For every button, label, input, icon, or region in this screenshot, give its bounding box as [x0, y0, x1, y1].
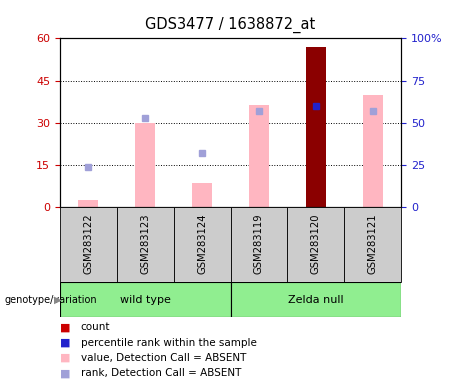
Bar — [306, 47, 326, 207]
Text: wild type: wild type — [120, 295, 171, 305]
Text: genotype/variation: genotype/variation — [5, 295, 97, 305]
Text: percentile rank within the sample: percentile rank within the sample — [81, 338, 257, 348]
Bar — [230, 282, 401, 317]
Text: GSM283122: GSM283122 — [83, 214, 94, 274]
Bar — [230, 207, 287, 282]
Text: count: count — [81, 322, 110, 332]
Bar — [60, 207, 117, 282]
Text: GDS3477 / 1638872_at: GDS3477 / 1638872_at — [145, 17, 316, 33]
Text: value, Detection Call = ABSENT: value, Detection Call = ABSENT — [81, 353, 246, 363]
Bar — [135, 123, 155, 207]
Bar — [249, 104, 269, 207]
Text: GSM283123: GSM283123 — [140, 214, 150, 274]
Bar — [174, 207, 230, 282]
Text: GSM283124: GSM283124 — [197, 214, 207, 274]
Text: ■: ■ — [60, 322, 71, 332]
Bar — [78, 200, 98, 207]
Text: Zelda null: Zelda null — [288, 295, 343, 305]
Bar — [117, 207, 174, 282]
Bar — [60, 282, 230, 317]
Text: ■: ■ — [60, 368, 71, 378]
Text: ■: ■ — [60, 353, 71, 363]
Bar — [287, 207, 344, 282]
Bar — [344, 207, 401, 282]
Text: GSM283120: GSM283120 — [311, 214, 321, 274]
Text: ■: ■ — [60, 338, 71, 348]
Text: GSM283121: GSM283121 — [367, 214, 378, 274]
Bar — [192, 184, 212, 207]
Text: GSM283119: GSM283119 — [254, 214, 264, 274]
Text: ▶: ▶ — [54, 295, 62, 305]
Bar — [363, 95, 383, 207]
Text: rank, Detection Call = ABSENT: rank, Detection Call = ABSENT — [81, 368, 241, 378]
